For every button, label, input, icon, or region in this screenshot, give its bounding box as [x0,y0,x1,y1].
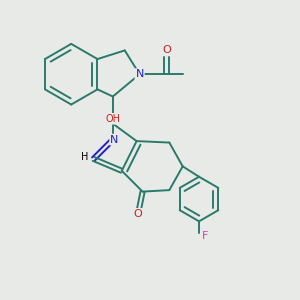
Text: OH: OH [105,114,120,124]
Text: O: O [162,45,171,56]
Text: F: F [202,231,208,241]
Text: H: H [81,152,88,162]
Text: O: O [134,209,142,219]
Text: N: N [135,69,144,79]
Text: N: N [110,135,118,145]
